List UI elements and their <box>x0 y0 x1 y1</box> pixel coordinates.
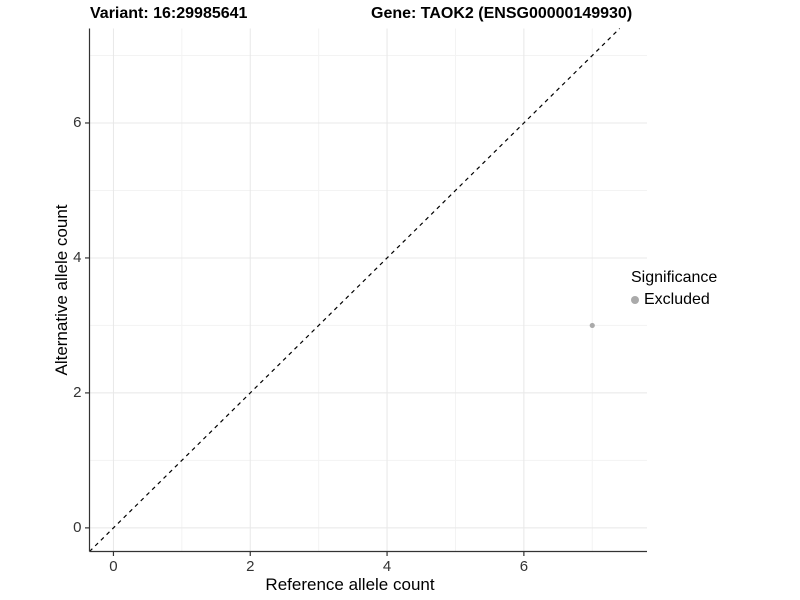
x-tick-label: 6 <box>520 558 528 575</box>
data-point <box>589 322 595 329</box>
identity-reference-line <box>89 28 621 552</box>
y-tick-label: 2 <box>73 384 81 401</box>
plot-title-variant: Variant: 16:29985641 <box>90 5 248 22</box>
x-axis-title: Reference allele count <box>265 575 435 594</box>
legend-item: Excluded <box>631 291 717 309</box>
legend-item-label: Excluded <box>644 291 710 308</box>
y-tick-label: 4 <box>73 249 81 266</box>
x-tick-label: 0 <box>109 558 117 575</box>
x-tick-label: 4 <box>383 558 391 575</box>
legend-dot-icon <box>631 296 639 304</box>
y-tick-label: 0 <box>73 519 81 536</box>
plot-title-gene: Gene: TAOK2 (ENSG00000149930) <box>371 5 633 22</box>
legend: Significance Excluded <box>631 269 717 309</box>
x-tick-label: 2 <box>246 558 254 575</box>
y-tick-label: 6 <box>73 114 81 131</box>
legend-title: Significance <box>631 269 718 286</box>
